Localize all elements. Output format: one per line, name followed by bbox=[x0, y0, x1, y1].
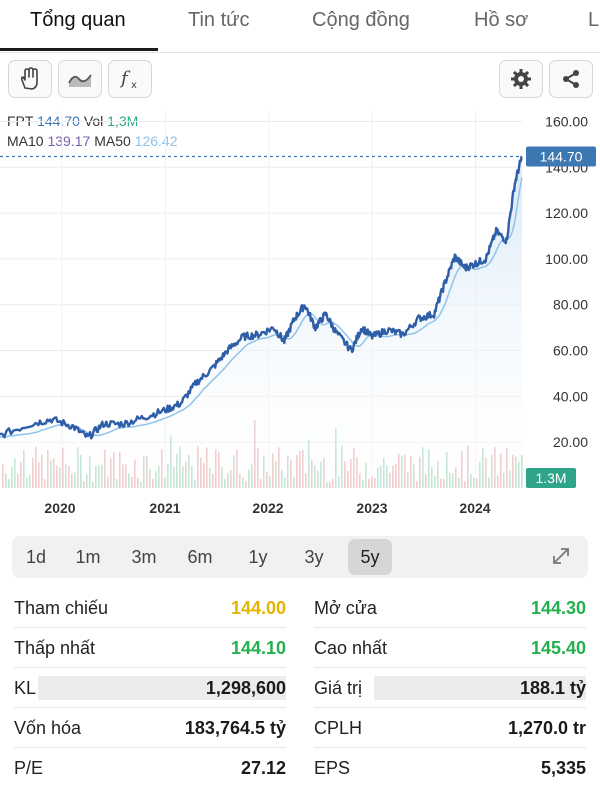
range-3y[interactable]: 3y bbox=[304, 547, 324, 567]
range-6m[interactable]: 6m bbox=[187, 547, 213, 567]
x-tick-label: 2023 bbox=[356, 500, 387, 516]
tab-overview[interactable]: Tổng quan bbox=[30, 9, 126, 31]
range-5y[interactable]: 5y bbox=[348, 539, 392, 575]
expand-icon[interactable] bbox=[550, 545, 572, 567]
y-tick-label: 100.00 bbox=[545, 251, 588, 267]
price-line bbox=[0, 155, 523, 440]
price-chart[interactable]: 160.00140.00120.00100.0080.0060.0040.002… bbox=[0, 110, 600, 530]
stat-eps: EPS 5,335 bbox=[314, 758, 586, 778]
y-tick-label: 20.00 bbox=[553, 434, 588, 450]
last-price-tag-label: 144.70 bbox=[540, 149, 583, 165]
stat-shares-outstanding: CPLH 1,270.0 tr bbox=[314, 718, 586, 738]
chart-type-button[interactable] bbox=[58, 60, 102, 98]
divider bbox=[314, 627, 586, 628]
ma50-value: 126.42 bbox=[134, 133, 178, 149]
indicators-button[interactable]: f x bbox=[108, 60, 152, 98]
y-tick-label: 160.00 bbox=[545, 113, 588, 129]
ma-legend: MA10 139.17 MA50 126.42 bbox=[7, 133, 177, 149]
ma10-label: MA10 bbox=[7, 133, 44, 149]
tab-profile[interactable]: Hồ sơ bbox=[474, 9, 529, 31]
stat-reference: Tham chiếu 144.00 bbox=[14, 598, 286, 618]
share-icon bbox=[563, 70, 579, 88]
divider bbox=[314, 667, 586, 668]
function-icon: f x bbox=[119, 68, 137, 91]
stat-pe: P/E 27.12 bbox=[14, 758, 286, 778]
x-tick-label: 2024 bbox=[459, 500, 490, 516]
range-1y[interactable]: 1y bbox=[248, 547, 268, 567]
last-price-tag bbox=[526, 146, 596, 167]
divider bbox=[14, 707, 286, 708]
divider bbox=[314, 747, 586, 748]
divider bbox=[14, 747, 286, 748]
range-3m[interactable]: 3m bbox=[131, 547, 157, 567]
stat-value: Giá trị 188.1 tỷ bbox=[314, 676, 586, 700]
svg-text:x: x bbox=[131, 80, 137, 91]
y-tick-label: 120.00 bbox=[545, 205, 588, 221]
price-area bbox=[0, 156, 522, 488]
active-tab-indicator bbox=[0, 48, 158, 51]
tab-more[interactable]: L bbox=[588, 9, 600, 31]
tab-news[interactable]: Tin tức bbox=[188, 9, 250, 31]
value-highlight bbox=[374, 676, 586, 700]
range-1d[interactable]: 1d bbox=[25, 547, 47, 567]
svg-text:f: f bbox=[119, 68, 131, 89]
stat-market-cap: Vốn hóa 183,764.5 tỷ bbox=[14, 718, 286, 738]
tab-bar: Tổng quan Tin tức Cộng đồng Hồ sơ L bbox=[0, 0, 600, 53]
tab-community[interactable]: Cộng đồng bbox=[312, 9, 410, 31]
ma10-value: 139.17 bbox=[47, 133, 91, 149]
volume-highlight bbox=[38, 676, 286, 700]
volume-tag bbox=[526, 468, 576, 488]
wave-icon bbox=[68, 74, 92, 87]
time-range-selector: 1d 1m 3m 6m 1y 3y 5y bbox=[12, 536, 588, 578]
hand-tool-button[interactable] bbox=[8, 60, 52, 98]
y-tick-label: 60.00 bbox=[553, 343, 588, 359]
x-tick-label: 2021 bbox=[149, 500, 180, 516]
divider bbox=[14, 667, 286, 668]
ma50-label: MA50 bbox=[94, 133, 131, 149]
stat-high: Cao nhất 145.40 bbox=[314, 638, 586, 658]
divider bbox=[14, 627, 286, 628]
gear-icon bbox=[511, 69, 531, 89]
stat-volume: KL 1,298,600 bbox=[14, 676, 286, 700]
volume-tag-label: 1.3M bbox=[535, 470, 566, 486]
x-tick-label: 2020 bbox=[44, 500, 75, 516]
hand-icon bbox=[20, 67, 38, 90]
settings-button[interactable] bbox=[499, 60, 543, 98]
range-1m[interactable]: 1m bbox=[75, 547, 101, 567]
divider bbox=[314, 707, 586, 708]
stat-open: Mở cửa 144.30 bbox=[314, 598, 586, 618]
y-tick-label: 80.00 bbox=[553, 297, 588, 313]
y-tick-label: 40.00 bbox=[553, 388, 588, 404]
share-button[interactable] bbox=[549, 60, 593, 98]
stat-low: Thấp nhất 144.10 bbox=[14, 638, 286, 658]
x-tick-label: 2022 bbox=[252, 500, 283, 516]
